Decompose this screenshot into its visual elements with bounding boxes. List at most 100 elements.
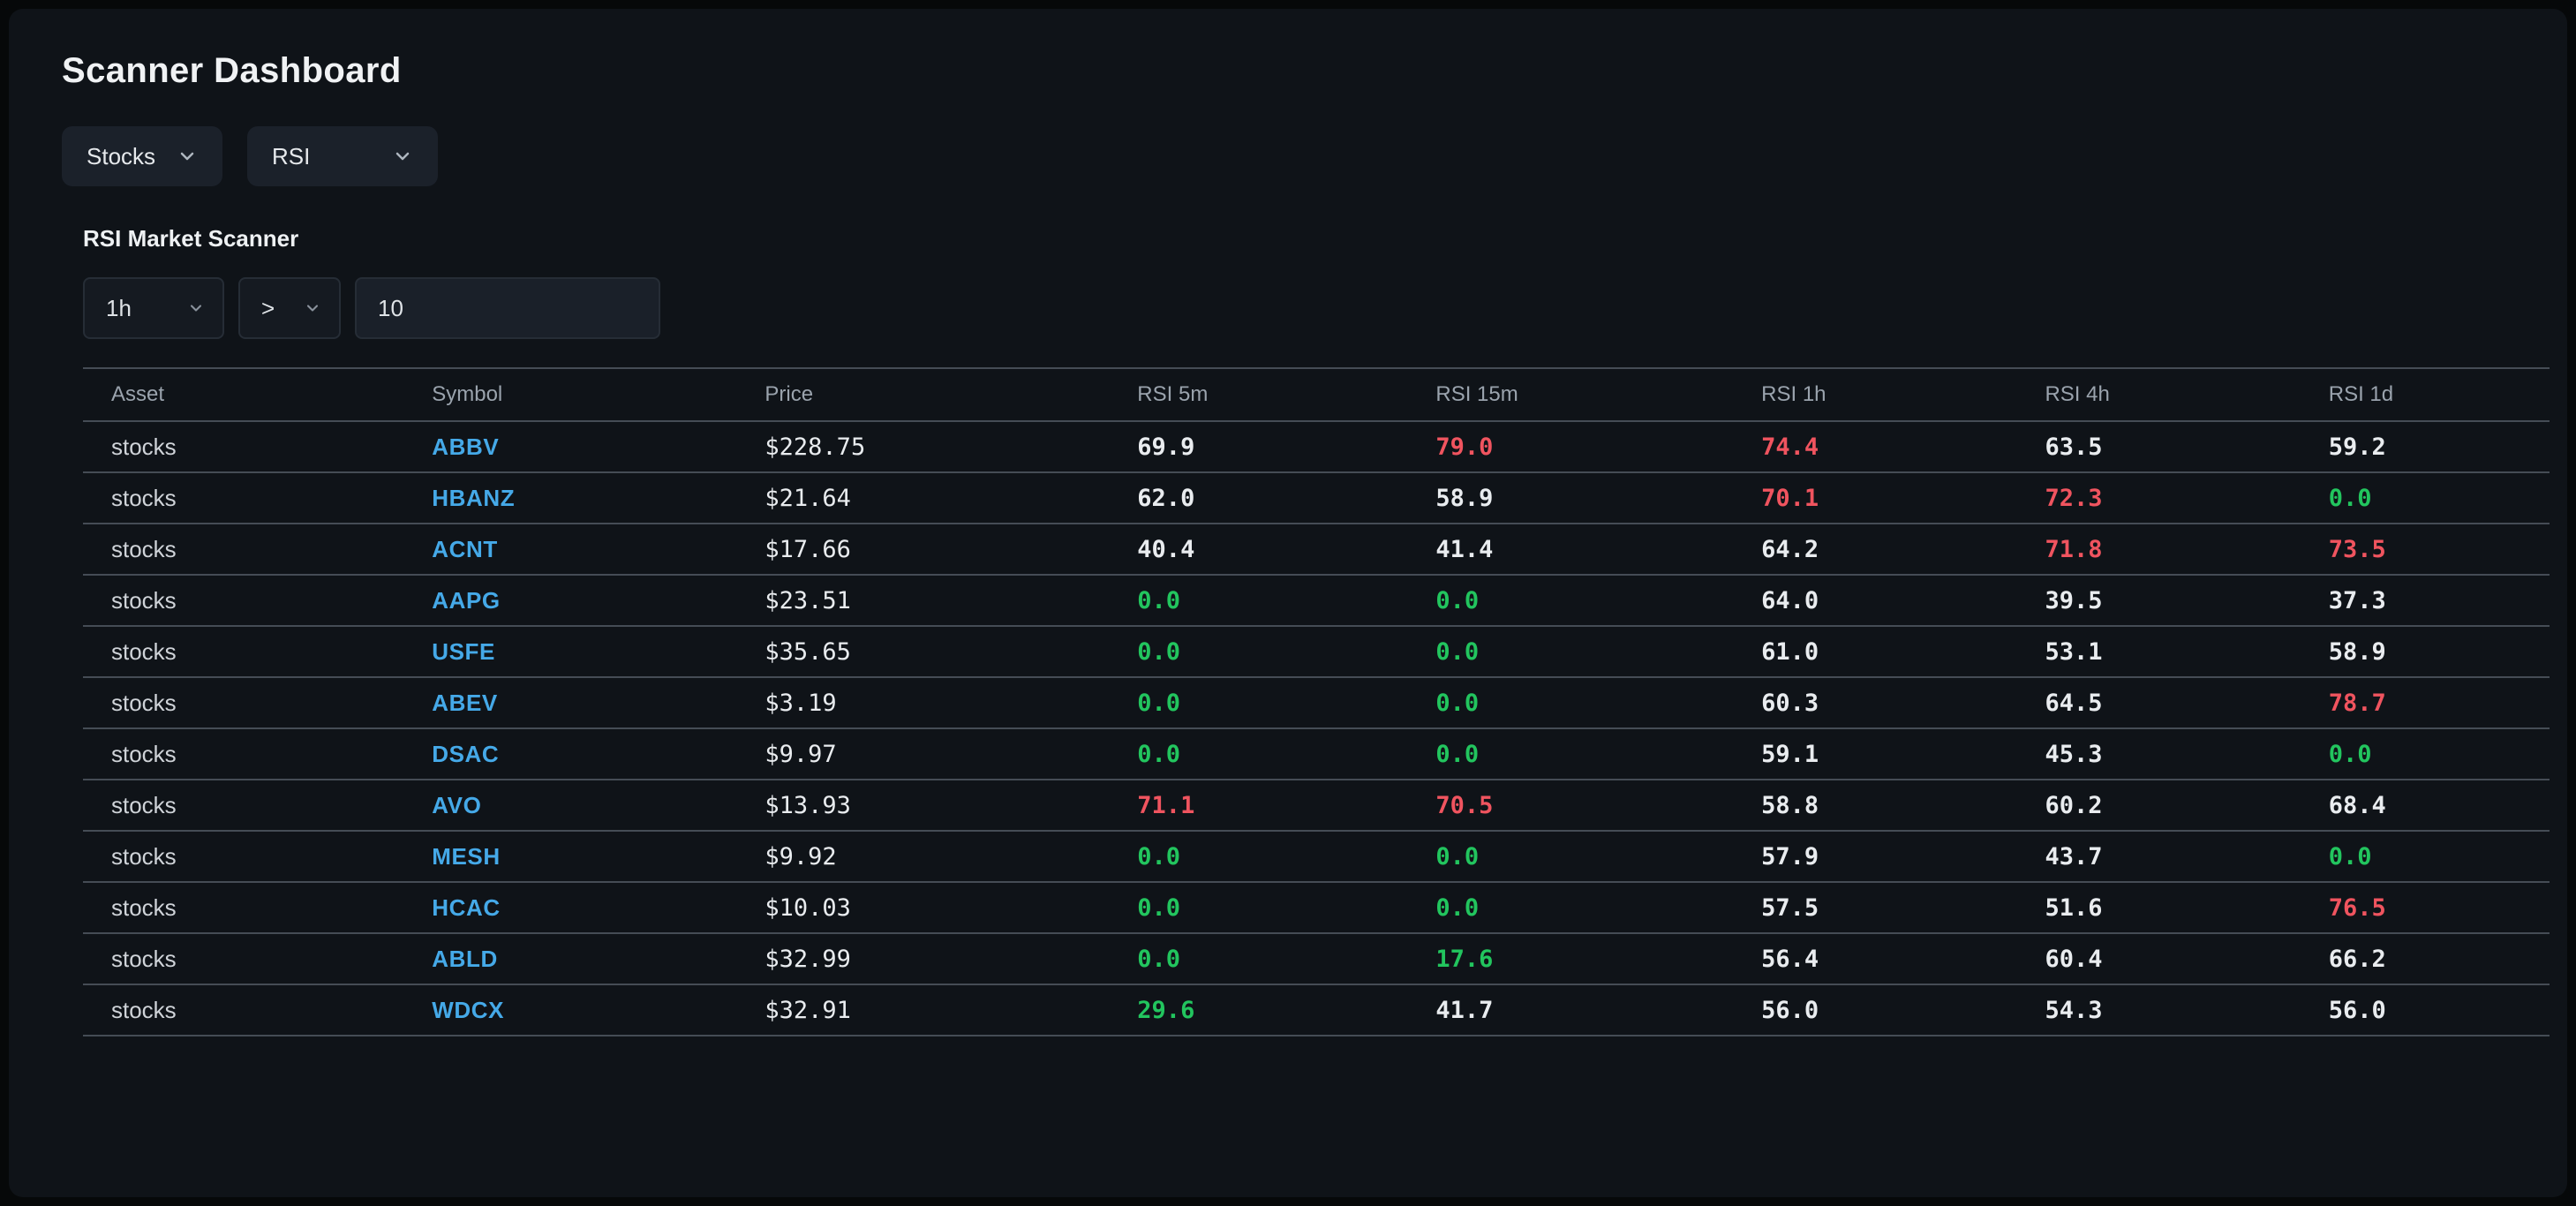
column-header: RSI 1h bbox=[1761, 382, 1827, 406]
rsi-cell: 0.0 bbox=[1435, 842, 1480, 871]
rsi-cell: 64.2 bbox=[1761, 535, 1819, 563]
rsi-cell: 41.7 bbox=[1435, 996, 1494, 1024]
symbol-cell: AAPG bbox=[403, 575, 736, 626]
rsi-cell: 57.9 bbox=[1761, 842, 1819, 871]
asset-cell: stocks bbox=[111, 842, 177, 870]
rsi-cell: 58.8 bbox=[1761, 791, 1819, 819]
operator-dropdown[interactable]: > bbox=[238, 277, 341, 339]
rsi-cell: 79.0 bbox=[1435, 433, 1494, 461]
rsi-cell: 56.0 bbox=[2328, 996, 2386, 1024]
symbol-link[interactable]: ABEV bbox=[432, 689, 498, 716]
price-cell: $32.91 bbox=[765, 996, 851, 1024]
rsi-cell: 51.6 bbox=[2045, 893, 2103, 922]
rsi-cell: 0.0 bbox=[1435, 637, 1480, 666]
symbol-link[interactable]: MESH bbox=[432, 842, 501, 870]
rsi-cell: 0.0 bbox=[1137, 945, 1181, 973]
symbol-cell: ABLD bbox=[403, 933, 736, 984]
symbol-link[interactable]: HCAC bbox=[432, 893, 501, 921]
rsi-cell: 0.0 bbox=[1137, 637, 1181, 666]
symbol-link[interactable]: USFE bbox=[432, 637, 495, 665]
rsi-cell: 54.3 bbox=[2045, 996, 2103, 1024]
symbol-link[interactable]: HBANZ bbox=[432, 484, 516, 511]
symbol-link[interactable]: ABLD bbox=[432, 945, 498, 972]
column-header: RSI 4h bbox=[2045, 382, 2110, 406]
rsi-cell: 0.0 bbox=[1137, 842, 1181, 871]
table-row[interactable]: stocks USFE $35.65 0.0 0.0 61.0 53.1 58.9 bbox=[83, 626, 2550, 677]
rsi-cell: 17.6 bbox=[1435, 945, 1494, 973]
price-cell: $10.03 bbox=[765, 893, 851, 922]
rsi-cell: 40.4 bbox=[1137, 535, 1195, 563]
rsi-cell: 69.9 bbox=[1137, 433, 1195, 461]
asset-cell: stocks bbox=[111, 740, 177, 767]
table-row[interactable]: stocks AVO $13.93 71.1 70.5 58.8 60.2 68.4 bbox=[83, 780, 2550, 831]
rsi-cell: 53.1 bbox=[2045, 637, 2103, 666]
rsi-cell: 74.4 bbox=[1761, 433, 1819, 461]
scanner-table: Asset Symbol Price RSI 5m RSI 15m RSI 1h RSI 4… bbox=[83, 367, 2550, 1036]
threshold-input[interactable] bbox=[355, 277, 660, 339]
table-row[interactable]: stocks DSAC $9.97 0.0 0.0 59.1 45.3 0.0 bbox=[83, 728, 2550, 780]
rsi-cell: 60.2 bbox=[2045, 791, 2103, 819]
chevron-down-icon bbox=[177, 146, 198, 167]
symbol-cell: USFE bbox=[403, 626, 736, 677]
rsi-cell: 59.2 bbox=[2328, 433, 2386, 461]
asset-cell: stocks bbox=[111, 996, 177, 1023]
price-cell: $228.75 bbox=[765, 433, 866, 461]
column-header: RSI 15m bbox=[1435, 382, 1518, 406]
asset-cell: stocks bbox=[111, 945, 177, 972]
symbol-cell: AVO bbox=[403, 780, 736, 831]
asset-cell: stocks bbox=[111, 689, 177, 716]
rsi-cell: 37.3 bbox=[2328, 586, 2386, 614]
symbol-cell: ACNT bbox=[403, 524, 736, 575]
symbol-link[interactable]: WDCX bbox=[432, 996, 505, 1023]
price-cell: $21.64 bbox=[765, 484, 851, 512]
symbol-link[interactable]: DSAC bbox=[432, 740, 500, 767]
rsi-cell: 57.5 bbox=[1761, 893, 1819, 922]
rsi-cell: 64.0 bbox=[1761, 586, 1819, 614]
rsi-cell: 0.0 bbox=[1137, 586, 1181, 614]
asset-cell: stocks bbox=[111, 586, 177, 614]
scanner-heading: RSI Market Scanner bbox=[83, 225, 299, 252]
table-row[interactable]: stocks AAPG $23.51 0.0 0.0 64.0 39.5 37.3 bbox=[83, 575, 2550, 626]
symbol-link[interactable]: AVO bbox=[432, 791, 482, 818]
scanner-table-body: stocks ABBV $228.75 69.9 79.0 74.4 63.5 59.2 sto… bbox=[83, 421, 2550, 1036]
rsi-cell: 56.4 bbox=[1761, 945, 1819, 973]
table-row[interactable]: stocks ABEV $3.19 0.0 0.0 60.3 64.5 78.7 bbox=[83, 677, 2550, 728]
rsi-cell: 58.9 bbox=[1435, 484, 1494, 512]
rsi-cell: 0.0 bbox=[1435, 893, 1480, 922]
asset-cell: stocks bbox=[111, 484, 177, 511]
table-row[interactable]: stocks HBANZ $21.64 62.0 58.9 70.1 72.3 0.0 bbox=[83, 472, 2550, 524]
symbol-link[interactable]: ACNT bbox=[432, 535, 498, 562]
toolbar: Stocks RSI bbox=[62, 126, 2550, 186]
rsi-scanner-section: RSI Market Scanner 1h > bbox=[83, 225, 2550, 1036]
table-row[interactable]: stocks WDCX $32.91 29.6 41.7 56.0 54.3 56.0 bbox=[83, 984, 2550, 1036]
table-row[interactable]: stocks ACNT $17.66 40.4 41.4 64.2 71.8 73.5 bbox=[83, 524, 2550, 575]
indicator-dropdown[interactable]: RSI bbox=[247, 126, 439, 186]
price-cell: $3.19 bbox=[765, 689, 837, 717]
asset-class-value: Stocks bbox=[87, 142, 156, 170]
column-header: RSI 1d bbox=[2328, 382, 2394, 406]
table-row[interactable]: stocks ABLD $32.99 0.0 17.6 56.4 60.4 66.2 bbox=[83, 933, 2550, 984]
symbol-link[interactable]: AAPG bbox=[432, 586, 501, 614]
rsi-cell: 0.0 bbox=[1435, 586, 1480, 614]
rsi-cell: 71.1 bbox=[1137, 791, 1195, 819]
rsi-cell: 29.6 bbox=[1137, 996, 1195, 1024]
table-row[interactable]: stocks ABBV $228.75 69.9 79.0 74.4 63.5 59.2 bbox=[83, 421, 2550, 472]
timeframe-dropdown[interactable]: 1h bbox=[83, 277, 224, 339]
symbol-link[interactable]: ABBV bbox=[432, 433, 500, 460]
scanner-dashboard: Scanner Dashboard Stocks RSI RSI Market … bbox=[9, 9, 2567, 1197]
rsi-cell: 60.3 bbox=[1761, 689, 1819, 717]
rsi-cell: 72.3 bbox=[2045, 484, 2103, 512]
table-row[interactable]: stocks MESH $9.92 0.0 0.0 57.9 43.7 0.0 bbox=[83, 831, 2550, 882]
rsi-cell: 70.5 bbox=[1435, 791, 1494, 819]
rsi-cell: 56.0 bbox=[1761, 996, 1819, 1024]
symbol-cell: ABBV bbox=[403, 421, 736, 472]
rsi-cell: 68.4 bbox=[2328, 791, 2386, 819]
chevron-down-icon bbox=[187, 299, 205, 317]
column-header: Price bbox=[765, 382, 814, 406]
asset-class-dropdown[interactable]: Stocks bbox=[62, 126, 223, 186]
operator-value: > bbox=[261, 294, 275, 321]
scanner-filters: 1h > bbox=[83, 277, 2550, 339]
chevron-down-icon bbox=[392, 146, 413, 167]
asset-cell: stocks bbox=[111, 637, 177, 665]
table-row[interactable]: stocks HCAC $10.03 0.0 0.0 57.5 51.6 76.5 bbox=[83, 882, 2550, 933]
